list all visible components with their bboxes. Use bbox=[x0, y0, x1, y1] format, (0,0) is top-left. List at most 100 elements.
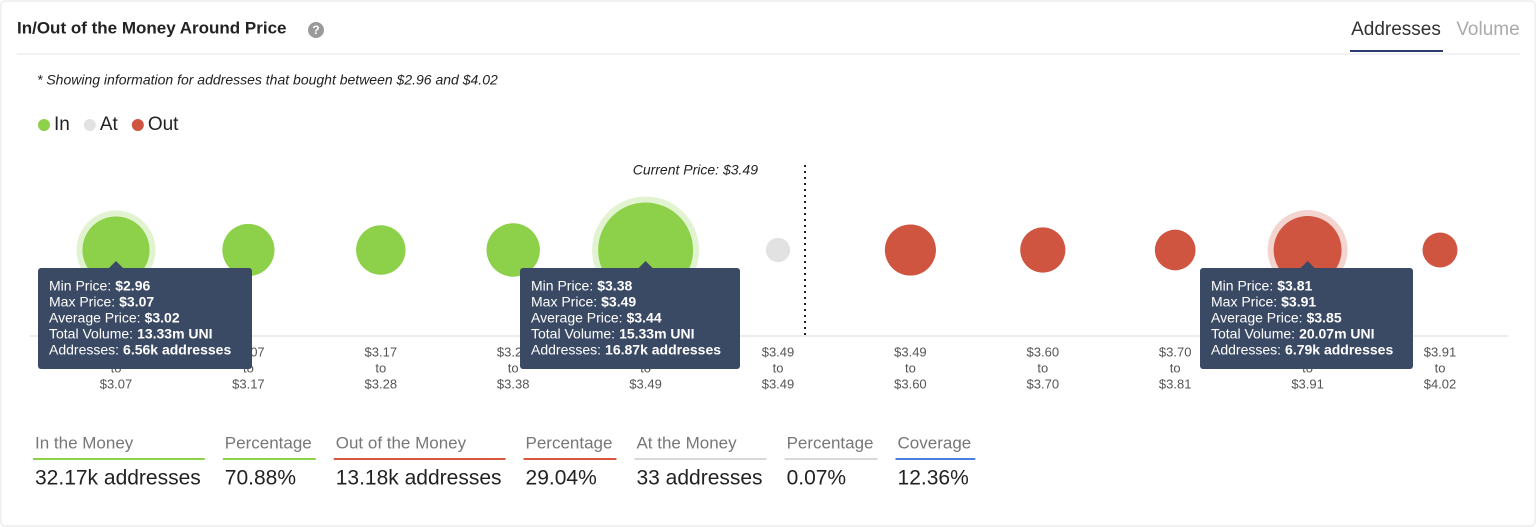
bubble bbox=[1422, 232, 1458, 268]
summary-value: 13.18k addresses bbox=[336, 467, 502, 490]
summary-value: 32.17k addresses bbox=[35, 467, 201, 490]
x-tick-label: $3.70 bbox=[1027, 376, 1060, 391]
bubble bbox=[222, 223, 275, 277]
legend-label: In bbox=[54, 114, 70, 135]
x-tick-label: $3.49 bbox=[762, 344, 795, 359]
tooltip-box bbox=[38, 268, 252, 369]
tooltip-key: Addresses: bbox=[49, 342, 119, 358]
tooltip-key: Max Price: bbox=[531, 294, 597, 310]
x-tick-label: $3.60 bbox=[894, 376, 927, 391]
legend-dot bbox=[131, 119, 144, 131]
legend-label: Out bbox=[148, 114, 179, 135]
summary-label: Percentage bbox=[787, 433, 874, 452]
x-tick-label: to bbox=[1170, 360, 1181, 375]
tooltip-value: $3.85 bbox=[1307, 310, 1342, 326]
tooltip-key: Min Price: bbox=[1211, 278, 1273, 294]
bubble bbox=[486, 223, 540, 277]
summary-label: Percentage bbox=[526, 433, 613, 452]
x-tick-label: to bbox=[1435, 360, 1446, 375]
summary-label: Out of the Money bbox=[336, 433, 467, 452]
tooltip-value: $3.81 bbox=[1277, 278, 1312, 294]
tooltip-key: Total Volume: bbox=[531, 326, 615, 342]
summary-label: Coverage bbox=[898, 433, 972, 452]
legend-dot bbox=[83, 119, 96, 131]
tooltip-key: Total Volume: bbox=[1211, 326, 1295, 342]
tooltip-value: 20.07m UNI bbox=[1299, 326, 1374, 342]
tooltip-value: $3.02 bbox=[145, 310, 180, 326]
x-tick-label: $3.70 bbox=[1159, 344, 1192, 359]
x-tick-label: $3.49 bbox=[629, 376, 662, 391]
tooltip-key: Average Price: bbox=[1211, 310, 1303, 326]
bubble bbox=[765, 237, 791, 263]
bubble bbox=[82, 216, 150, 284]
summary-value: 0.07% bbox=[787, 467, 847, 490]
tooltip-arrow bbox=[638, 261, 653, 268]
tab[interactable]: Volume bbox=[1456, 19, 1519, 40]
x-tick-label: $4.02 bbox=[1424, 376, 1457, 391]
bubble bbox=[1154, 229, 1196, 271]
tooltip-value: 16.87k addresses bbox=[605, 342, 721, 358]
x-tick-label: $3.38 bbox=[497, 376, 530, 391]
summary-label: Percentage bbox=[225, 433, 312, 452]
title: In/Out of the Money Around Price bbox=[17, 18, 287, 37]
tooltip-key: Average Price: bbox=[49, 310, 141, 326]
summary-value: 12.36% bbox=[898, 467, 969, 490]
tooltip-arrow bbox=[109, 261, 123, 268]
tooltip-key: Max Price: bbox=[1211, 294, 1277, 310]
tooltip-key: Total Volume: bbox=[49, 326, 133, 342]
note: * Showing information for addresses that… bbox=[37, 72, 498, 88]
summary-value: 70.88% bbox=[225, 467, 296, 490]
summary-value: 29.04% bbox=[526, 467, 597, 490]
tooltip-key: Addresses: bbox=[1211, 342, 1281, 358]
summary-label: At the Money bbox=[636, 433, 737, 452]
x-tick-label: $3.81 bbox=[1159, 376, 1192, 391]
x-tick-label: $3.49 bbox=[894, 344, 927, 359]
tooltip-key: Max Price: bbox=[49, 294, 115, 310]
tooltip-key: Addresses: bbox=[531, 342, 601, 358]
tooltip-box bbox=[520, 268, 740, 369]
bubble bbox=[884, 224, 936, 276]
bubble bbox=[1273, 216, 1342, 284]
x-tick-label: $3.17 bbox=[232, 376, 265, 391]
tooltip-value: $3.49 bbox=[601, 294, 636, 310]
summary-value: 33 addresses bbox=[636, 467, 762, 490]
x-tick-label: $3.60 bbox=[1027, 344, 1060, 359]
x-tick-label: to bbox=[1037, 360, 1048, 375]
tooltip-value: $2.96 bbox=[115, 278, 150, 294]
tooltip-value: $3.07 bbox=[119, 294, 154, 310]
bubble bbox=[356, 225, 406, 275]
tooltip-value: 15.33m UNI bbox=[619, 326, 694, 342]
x-tick-label: to bbox=[508, 360, 519, 375]
legend-label: At bbox=[100, 114, 119, 135]
x-tick-label: $3.91 bbox=[1291, 376, 1324, 391]
x-tick-label: $3.49 bbox=[762, 376, 795, 391]
tooltip-value: $3.38 bbox=[597, 278, 632, 294]
x-tick-label: to bbox=[905, 360, 916, 375]
tooltip-key: Average Price: bbox=[531, 310, 623, 326]
help-icon-mark: ? bbox=[312, 23, 319, 37]
summary-label: In the Money bbox=[35, 433, 134, 452]
tooltip-value: $3.44 bbox=[627, 310, 662, 326]
x-tick-label: $3.91 bbox=[1424, 344, 1457, 359]
tooltip-value: $3.91 bbox=[1281, 294, 1316, 310]
x-tick-label: to bbox=[773, 360, 784, 375]
tooltip-value: 6.79k addresses bbox=[1285, 342, 1393, 358]
tooltip-value: 6.56k addresses bbox=[123, 342, 231, 358]
tab[interactable]: Addresses bbox=[1351, 19, 1441, 40]
tooltip-key: Min Price: bbox=[49, 278, 111, 294]
help-icon[interactable] bbox=[308, 22, 324, 38]
legend-dot bbox=[38, 119, 50, 131]
x-tick-label: $3.17 bbox=[365, 344, 398, 359]
tooltip-key: Min Price: bbox=[531, 278, 593, 294]
x-tick-label: to bbox=[375, 360, 386, 375]
current-price-label: Current Price: $3.49 bbox=[633, 162, 758, 178]
x-tick-label: $3.07 bbox=[100, 376, 133, 391]
bubble bbox=[1020, 227, 1066, 273]
x-tick-label: $3.28 bbox=[365, 376, 398, 391]
tooltip-arrow bbox=[1300, 261, 1315, 268]
